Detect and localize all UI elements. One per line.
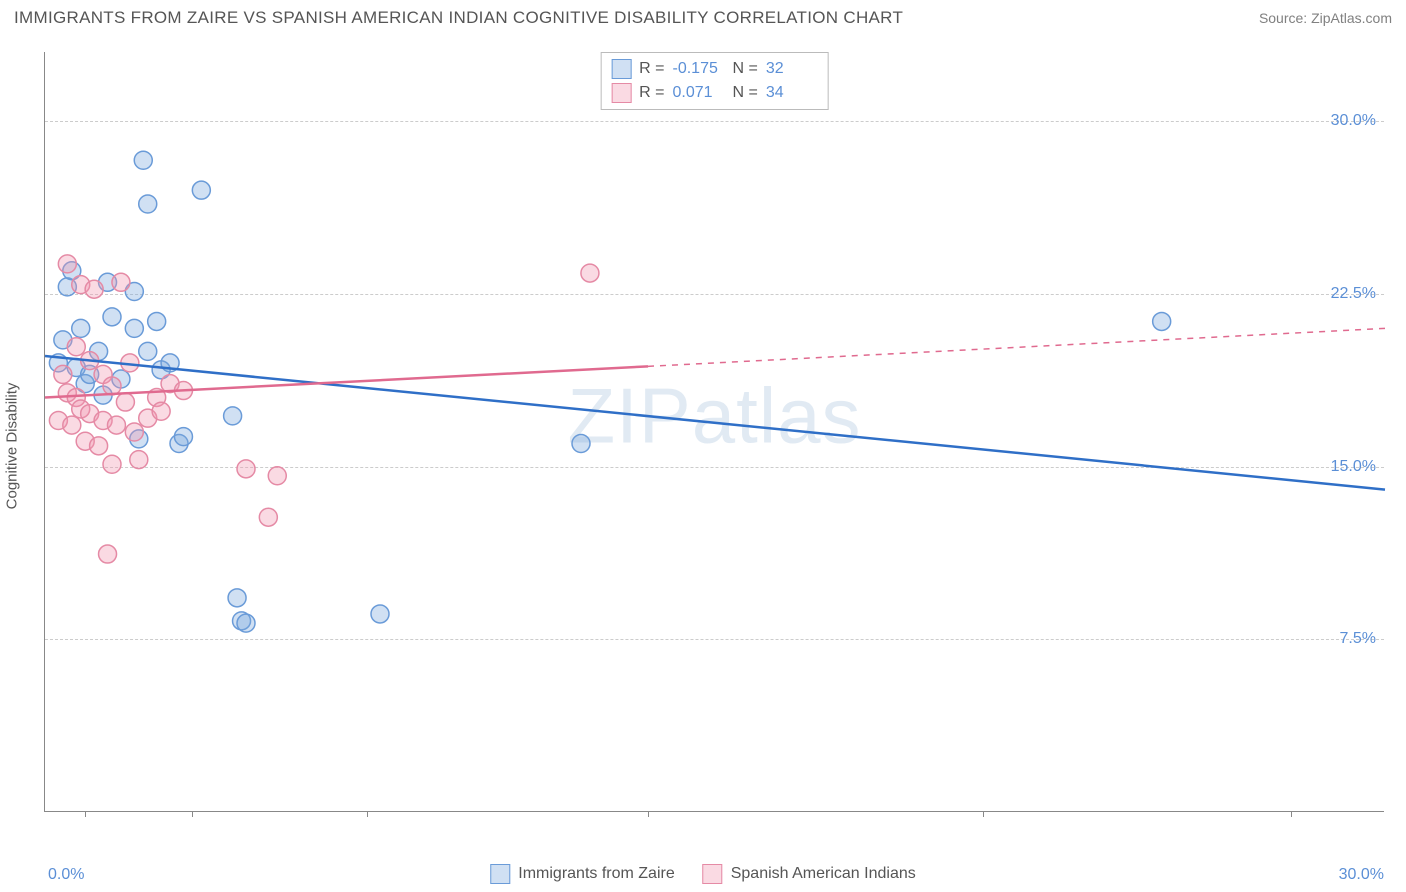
data-point [224,407,242,425]
data-point [371,605,389,623]
data-point [134,151,152,169]
data-point [139,195,157,213]
n-label: N = [733,84,758,102]
chart-plot-area: ZIPatlas 7.5%15.0%22.5%30.0% R = -0.175 … [44,52,1384,812]
x-tick [648,811,649,817]
data-point [85,280,103,298]
legend-swatch-spanish-icon [703,864,723,884]
data-point [116,393,134,411]
x-tick [367,811,368,817]
data-point [259,508,277,526]
data-point [130,451,148,469]
r-label: R = [639,84,664,102]
data-point [103,308,121,326]
data-point [58,255,76,273]
data-point [268,467,286,485]
legend-swatch-zaire [611,59,631,79]
data-point [237,460,255,478]
legend-swatch-spanish [611,83,631,103]
x-tick [192,811,193,817]
n-value-zaire: 32 [766,60,818,78]
scatter-plot-svg [45,52,1384,811]
correlation-legend: R = -0.175 N = 32 R = 0.071 N = 34 [600,52,829,110]
data-point [90,437,108,455]
data-point [237,614,255,632]
r-value-zaire: -0.175 [673,60,725,78]
r-label: R = [639,60,664,78]
x-axis-min-label: 0.0% [48,866,84,884]
n-label: N = [733,60,758,78]
legend-swatch-zaire-icon [490,864,510,884]
x-tick [85,811,86,817]
data-point [139,342,157,360]
data-point [174,428,192,446]
data-point [581,264,599,282]
chart-title: IMMIGRANTS FROM ZAIRE VS SPANISH AMERICA… [14,8,903,28]
x-axis-max-label: 30.0% [1339,866,1384,884]
legend-label-spanish: Spanish American Indians [731,865,916,883]
data-point [572,435,590,453]
source-label: Source: ZipAtlas.com [1259,10,1392,26]
data-point [54,365,72,383]
data-point [63,416,81,434]
legend-item-zaire: Immigrants from Zaire [490,864,674,884]
r-value-spanish: 0.071 [673,84,725,102]
data-point [67,338,85,356]
data-point [152,402,170,420]
legend-label-zaire: Immigrants from Zaire [518,865,674,883]
legend-item-spanish: Spanish American Indians [703,864,916,884]
data-point [112,273,130,291]
x-tick [1291,811,1292,817]
data-point [103,377,121,395]
data-point [1153,312,1171,330]
data-point [125,319,143,337]
data-point [107,416,125,434]
data-point [72,319,90,337]
y-axis-title: Cognitive Disability [4,383,21,510]
legend-row-zaire: R = -0.175 N = 32 [611,57,818,81]
n-value-spanish: 34 [766,84,818,102]
trend-line-solid [45,366,648,397]
series-legend: Immigrants from Zaire Spanish American I… [490,864,915,884]
data-point [125,423,143,441]
data-point [103,455,121,473]
data-point [148,312,166,330]
legend-row-spanish: R = 0.071 N = 34 [611,81,818,105]
trend-line-dashed [648,328,1385,366]
data-point [192,181,210,199]
x-tick [983,811,984,817]
data-point [99,545,117,563]
data-point [228,589,246,607]
